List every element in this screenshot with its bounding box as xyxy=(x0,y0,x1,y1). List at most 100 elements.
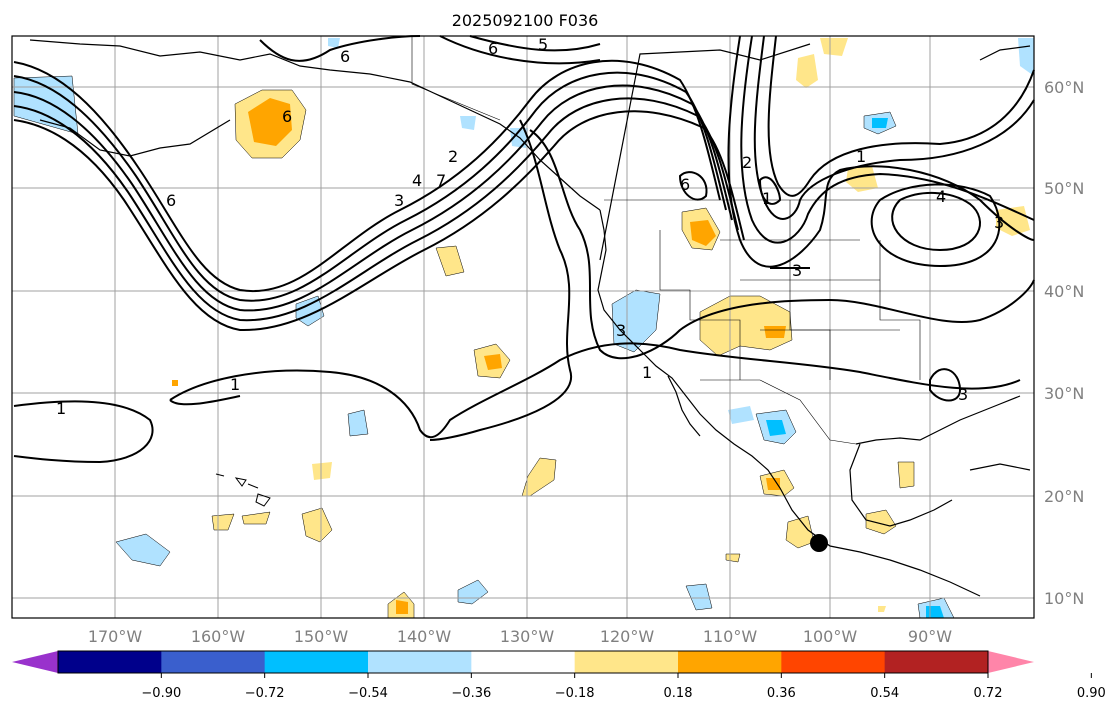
lon-label: 150°W xyxy=(294,627,349,646)
alaska-border xyxy=(411,36,501,121)
colorbar-extend-high xyxy=(988,651,1034,673)
positive-region-strong xyxy=(248,98,292,146)
positive-region xyxy=(301,507,333,543)
map-panel: 6 5 6 6 6 4 3 7 2 6 2 1 1 4 3 3 3 1 1 1 … xyxy=(11,35,1035,619)
contour-line xyxy=(870,183,1001,268)
west-coast xyxy=(597,209,981,597)
negative-region xyxy=(685,583,713,611)
contour-label: 2 xyxy=(448,147,458,166)
contour-lines xyxy=(13,35,1035,464)
positive-region xyxy=(846,166,878,192)
contour-label: 1 xyxy=(230,375,240,394)
hawaii-islands xyxy=(215,473,271,507)
contour-label: 3 xyxy=(616,321,626,340)
colorbar-segment xyxy=(678,651,782,673)
lon-label: 100°W xyxy=(803,627,858,646)
lat-label: 10°N xyxy=(1044,589,1084,608)
contour-label: 1 xyxy=(856,147,866,166)
contour-line xyxy=(13,400,154,464)
colorbar-segment xyxy=(884,651,989,673)
positive-region-strong xyxy=(172,380,178,386)
colorbar-ticks: −0.90 −0.72 −0.54 −0.36 −0.18 0.18 0.36 0.54 0.7… xyxy=(141,673,1105,701)
contour-label: 6 xyxy=(680,175,690,194)
map-frame xyxy=(11,35,1035,619)
lat-label: 60°N xyxy=(1044,78,1084,97)
colorbar-tick-label: −0.90 xyxy=(141,686,181,701)
gulf-coast xyxy=(855,395,1021,445)
figure-title: 2025092100 F036 xyxy=(452,11,599,30)
colorbar: −0.90 −0.72 −0.54 −0.36 −0.18 0.18 0.36 0.54 0.7… xyxy=(12,650,1105,701)
negative-region-strong xyxy=(766,420,786,436)
mexico-east-coast xyxy=(849,443,953,527)
negative-region xyxy=(115,533,171,567)
positive-region xyxy=(241,511,271,525)
positive-region-strong xyxy=(484,354,502,370)
contour-label: 1 xyxy=(642,363,652,382)
colorbar-tick-label: 0.54 xyxy=(870,686,899,701)
contour-label: 6 xyxy=(282,107,292,126)
colorbar-segment xyxy=(781,651,886,673)
negative-region xyxy=(460,116,476,130)
contour-line xyxy=(727,35,1035,268)
location-marker xyxy=(810,534,828,552)
contour-label: 6 xyxy=(488,39,498,58)
cuba xyxy=(969,463,1031,471)
contour-line xyxy=(929,368,962,402)
positive-region-strong xyxy=(764,326,786,338)
positive-region xyxy=(312,462,332,480)
colorbar-tick-label: 0.36 xyxy=(767,686,796,701)
shaded-fields xyxy=(13,38,1034,619)
contour-line xyxy=(439,35,601,65)
contour-line xyxy=(678,171,708,201)
lon-label: 90°W xyxy=(908,627,952,646)
state-line xyxy=(659,230,741,380)
colorbar-segment xyxy=(161,651,266,673)
colorbar-segment xyxy=(264,651,369,673)
lon-label: 160°W xyxy=(191,627,246,646)
contour-line xyxy=(13,110,745,332)
contour-line xyxy=(259,35,421,62)
contour-label: 2 xyxy=(742,153,752,172)
positive-region xyxy=(785,515,815,549)
contour-line xyxy=(891,191,981,252)
positive-region xyxy=(878,606,886,612)
lat-label: 30°N xyxy=(1044,384,1084,403)
canada-coast xyxy=(599,43,811,261)
colorbar-tick-label: −0.36 xyxy=(451,686,491,701)
latitude-labels: 60°N 50°N 40°N 30°N 20°N 10°N xyxy=(1044,78,1084,608)
positive-region-strong xyxy=(766,478,780,490)
contour-line xyxy=(13,71,727,302)
hudson-bay xyxy=(979,45,1031,61)
lon-label: 140°W xyxy=(397,627,452,646)
positive-region xyxy=(435,245,465,277)
contour-line xyxy=(169,395,241,406)
contour-line xyxy=(767,35,1035,197)
contour-label: 6 xyxy=(166,191,176,210)
colorbar-tick-label: −0.18 xyxy=(555,686,595,701)
contour-label: 4 xyxy=(412,171,422,190)
colorbar-tick-label: 0.90 xyxy=(1077,686,1105,701)
colorbar-segment xyxy=(368,651,472,673)
negative-region-strong xyxy=(872,118,888,128)
lat-label: 20°N xyxy=(1044,487,1084,506)
lon-label: 130°W xyxy=(500,627,555,646)
positive-region xyxy=(897,461,915,489)
contour-line xyxy=(758,176,782,205)
colorbar-tick-label: −0.54 xyxy=(348,686,388,701)
contour-label: 4 xyxy=(936,187,946,206)
negative-region xyxy=(328,38,340,48)
contour-label: 3 xyxy=(958,385,968,404)
contour-label: 1 xyxy=(762,189,772,208)
contour-line xyxy=(13,84,733,312)
contour-label: 1 xyxy=(56,399,66,418)
contour-line xyxy=(529,129,1035,360)
negative-region xyxy=(728,406,754,424)
contour-line xyxy=(169,342,1021,439)
lon-label: 170°W xyxy=(88,627,143,646)
contour-line xyxy=(13,97,739,322)
colorbar-tick-label: 0.18 xyxy=(664,686,693,701)
contour-label: 3 xyxy=(792,261,802,280)
longitude-labels: 170°W 160°W 150°W 140°W 130°W 120°W 110°… xyxy=(88,627,952,646)
colorbar-tick-label: 0.72 xyxy=(974,686,1003,701)
